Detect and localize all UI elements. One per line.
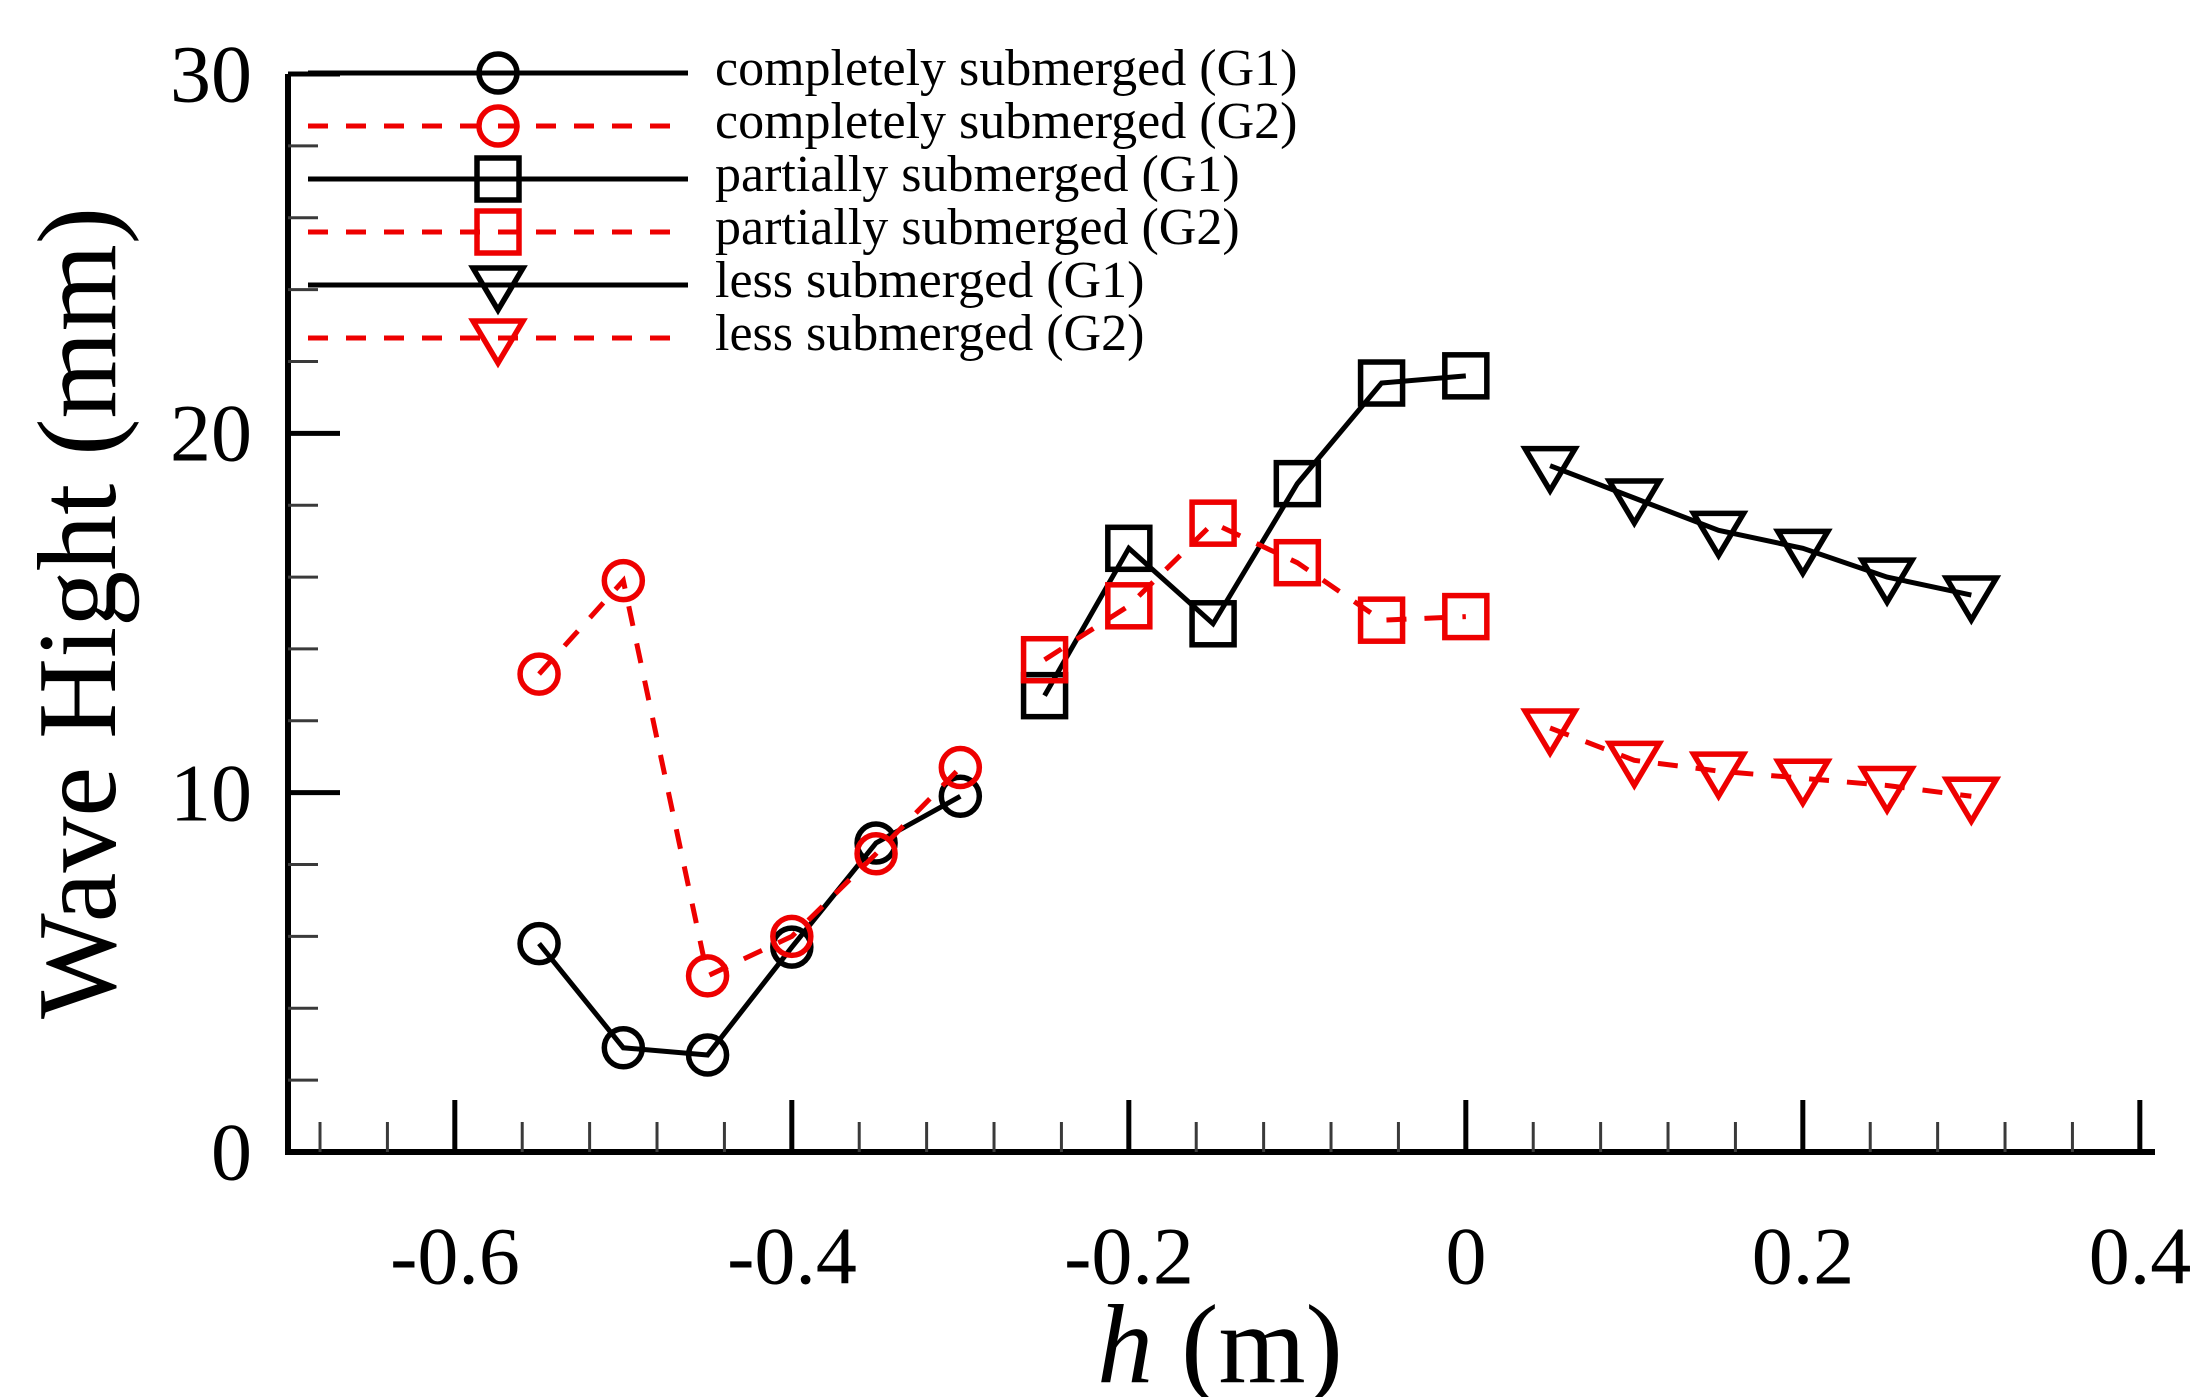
x-tick-label-neg04: -0.4	[727, 1211, 857, 1302]
x-tick-label-04: 0.4	[2089, 1211, 2192, 1302]
triangle-down-marker	[1941, 776, 2002, 827]
legend-label-less-submerged-g2: less submerged (G2)	[715, 305, 1144, 362]
series-line-2	[1042, 373, 1467, 697]
square-marker	[1442, 352, 1490, 400]
series-G1-triangle-down	[1520, 445, 2002, 626]
series-line-3	[1043, 520, 1466, 662]
series-G1-square	[1020, 352, 1490, 720]
legend-square-marker	[474, 208, 522, 256]
circle-marker	[601, 558, 646, 603]
square-marker	[1357, 359, 1406, 407]
legend-label-partially-submerged-g2: partially submerged (G2)	[715, 199, 1240, 256]
square-marker	[1020, 635, 1069, 684]
series-line-5	[1549, 725, 1972, 799]
x-tick-labels: -0.6 -0.4 -0.2 0 0.2 0.4	[390, 1211, 2191, 1302]
legend-label-completely-submerged-g1: completely submerged (G1)	[715, 40, 1297, 97]
circle-marker	[685, 954, 730, 998]
triangle-down-marker	[1688, 751, 1749, 802]
circle-marker	[938, 745, 983, 790]
circle-marker	[685, 1033, 730, 1077]
triangle-down-marker	[1520, 708, 1580, 759]
square-marker	[1273, 459, 1322, 508]
series-G2-circle	[517, 558, 983, 998]
x-tick-label-02: 0.2	[1752, 1211, 1855, 1302]
square-marker	[1273, 538, 1322, 587]
legend-triangle-down-marker	[468, 265, 528, 316]
y-tick-label-20: 20	[170, 388, 252, 479]
square-marker	[1357, 596, 1406, 644]
legend-label-partially-submerged-g1: partially submerged (G1)	[715, 146, 1240, 203]
x-tick-label-neg02: -0.2	[1064, 1211, 1194, 1302]
square-marker	[1020, 671, 1069, 720]
triangle-down-marker	[1520, 445, 1580, 497]
series-layer	[517, 352, 2002, 1077]
square-marker	[1105, 582, 1153, 630]
y-tick-label-0: 0	[211, 1107, 252, 1198]
x-tick-label-0: 0	[1446, 1211, 1487, 1302]
circle-marker	[854, 821, 898, 865]
circle-marker	[854, 832, 898, 876]
series-G1-circle	[517, 774, 983, 1077]
legend-triangle-down-marker	[468, 318, 528, 369]
triangle-down-marker	[1604, 740, 1665, 791]
legend-label-less-submerged-g1: less submerged (G1)	[715, 252, 1144, 309]
x-tick-label-neg06: -0.6	[390, 1211, 520, 1302]
x-axis-title: h (m)	[1097, 1283, 1343, 1397]
circle-marker	[601, 1026, 646, 1070]
triangle-down-marker	[1604, 478, 1665, 529]
series-line-0	[537, 794, 962, 1058]
legend: completely submerged (G1) completely sub…	[715, 40, 1297, 362]
legend-label-completely-submerged-g2: completely submerged (G2)	[715, 93, 1297, 150]
circle-marker	[938, 774, 983, 819]
triangle-down-marker	[1857, 765, 1917, 816]
y-tick-label-30: 30	[170, 29, 252, 120]
y-tick-label-10: 10	[170, 748, 252, 839]
square-marker	[1105, 524, 1153, 573]
legend-circle-marker	[476, 51, 520, 95]
triangle-down-marker	[1772, 528, 1833, 579]
series-G2-square	[1020, 499, 1490, 684]
legend-circle-marker	[476, 104, 520, 148]
circle-marker	[770, 925, 814, 969]
axes-layer	[285, 71, 2155, 1155]
square-marker	[1442, 592, 1490, 641]
square-marker	[1189, 600, 1237, 648]
circle-marker	[770, 914, 814, 959]
square-marker	[1189, 499, 1237, 547]
legend-sample-lines	[308, 51, 688, 369]
triangle-down-marker	[1772, 758, 1833, 809]
triangle-down-marker	[1857, 557, 1917, 608]
triangle-down-marker	[1941, 575, 2002, 626]
triangle-down-marker	[1688, 510, 1749, 561]
circle-marker	[517, 652, 561, 696]
y-axis-title: Wave Hight (mm)	[16, 207, 140, 1019]
series-line-1	[537, 575, 963, 980]
series-G2-triangle-down	[1520, 708, 2002, 827]
circle-marker	[517, 921, 561, 966]
legend-square-marker	[474, 155, 522, 203]
y-tick-labels: 0 10 20 30	[170, 29, 252, 1198]
